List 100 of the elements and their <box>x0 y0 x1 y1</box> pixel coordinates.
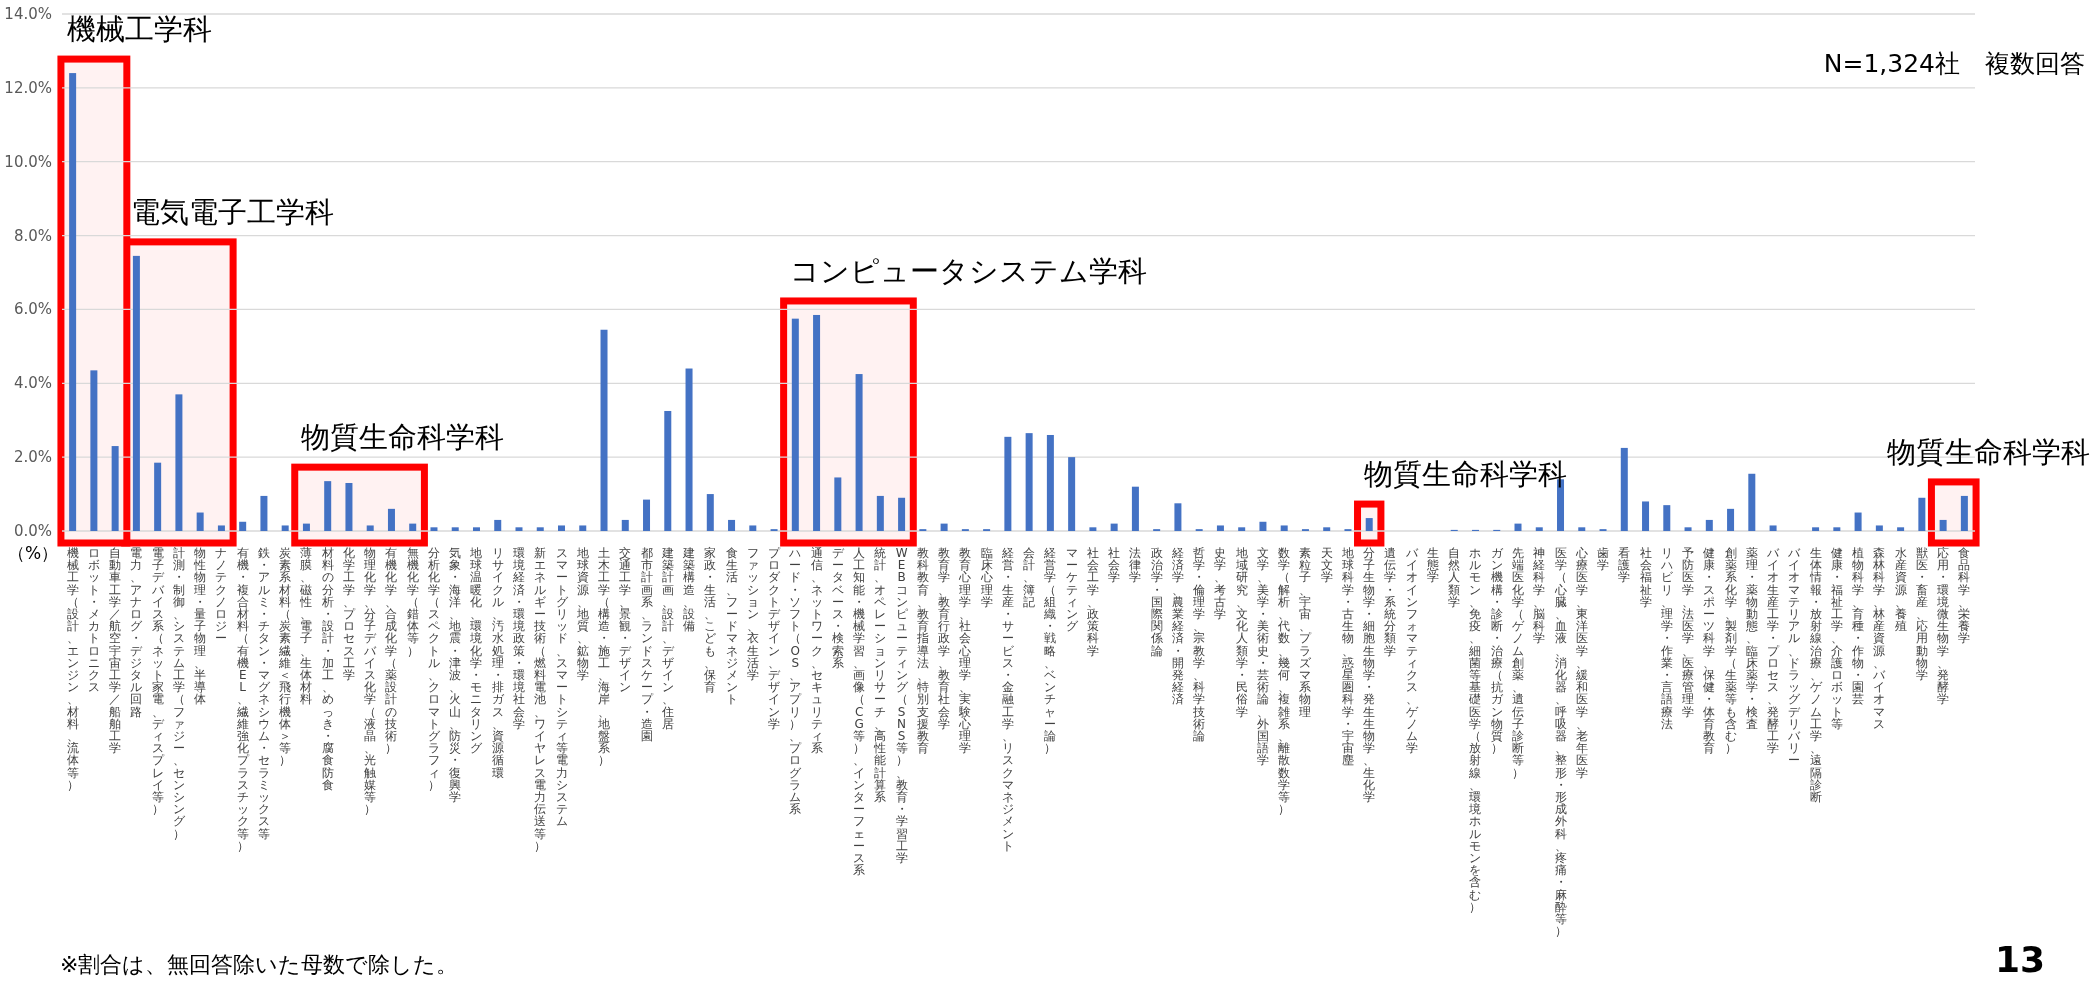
bar <box>451 527 459 531</box>
category-label: 家政・生活、こども、保育 <box>704 546 717 695</box>
bar <box>1025 433 1033 531</box>
category-label: 環境経済・環境政策・環境社会学 <box>512 546 525 731</box>
category-label: 教育心理学、社会心理学、実験心理学 <box>959 546 972 756</box>
category-label: 食生活、フードマネジメント <box>725 546 738 707</box>
category-label: 地球資源、地質、鉱物学 <box>576 546 589 682</box>
y-tick-label: 8.0% <box>13 226 52 245</box>
category-label: 社会工学、政策科学 <box>1086 546 1099 658</box>
band-label: 機械工学科 <box>66 12 212 47</box>
category-label: 無機化学（錯体等） <box>406 546 419 658</box>
x-tick-label: 史学、考古学 <box>1214 546 1227 621</box>
bar <box>1727 508 1735 531</box>
bar <box>1812 527 1820 531</box>
bar <box>813 314 821 531</box>
bar <box>1216 525 1224 531</box>
bar <box>1238 527 1246 531</box>
bar <box>1748 473 1756 531</box>
x-tick-label: 建築構造、設備 <box>682 546 696 634</box>
bar <box>387 508 395 531</box>
bar <box>1046 434 1054 531</box>
x-tick-label: 生態学 <box>1425 546 1439 585</box>
category-label: WEBコンピューティング（SNS等）、教育・学習工学 <box>895 546 908 865</box>
category-label: 電力、アナログ・デジタル回路 <box>130 546 143 719</box>
bar <box>345 482 353 531</box>
category-label: 通信、ネットワーク、セキュリティ系 <box>810 546 823 756</box>
bar <box>1068 457 1076 531</box>
category-label: 分析化学（スペクトル、クロマトグラフィ） <box>427 546 440 792</box>
category-label: ガン機構・診断・治療（抗ガン物質） <box>1490 546 1503 756</box>
band-label: 電気電子工学科 <box>130 194 334 229</box>
bar <box>728 519 736 531</box>
bar <box>1131 486 1139 531</box>
bar <box>472 527 480 531</box>
category-label: 健康・福祉工学、介護ロボット等 <box>1830 546 1843 731</box>
bar <box>1663 505 1671 531</box>
category-label: 薄膜、磁性、電子、生体材料 <box>300 546 313 707</box>
x-tick-label: 天文学 <box>1320 546 1333 585</box>
bar <box>239 521 247 531</box>
category-label: 数学（解析、代数、幾何、複雑系、離散数学等） <box>1278 546 1291 817</box>
y-axis-title: （%） <box>8 543 59 563</box>
category-label: 教科教育、教育指導法、特別支援教育 <box>916 546 929 756</box>
bar <box>1642 501 1650 531</box>
category-label: 経営学（組織・戦略、ベンチャー論） <box>1044 546 1057 756</box>
category-label: データベース・検索系 <box>831 546 844 670</box>
category-label: ファッション、衣生活学 <box>746 546 759 682</box>
bar <box>706 494 714 531</box>
bar <box>302 523 310 531</box>
bar <box>664 410 672 531</box>
bar <box>1280 525 1288 531</box>
bar <box>132 255 140 531</box>
x-tick-label: 看護学 <box>1618 546 1631 585</box>
category-label: バイオ生産工学・プロセス、発酵工学 <box>1767 546 1780 756</box>
x-tick-label: 社会学 <box>1108 546 1121 585</box>
bar <box>685 368 693 531</box>
bar <box>1323 527 1331 531</box>
bar <box>430 527 438 531</box>
bar <box>1960 495 1968 531</box>
bar <box>749 525 757 531</box>
category-label: 自動車工学／航空宇宙工学／船舶工学 <box>109 546 122 756</box>
category-label: 分子生物学・細胞生物学・発生生物学、生化学 <box>1363 546 1376 804</box>
y-tick-label: 0.0% <box>13 522 52 540</box>
y-tick-label: 10.0% <box>4 152 52 171</box>
category-label: 交通工学、景観・デザイン <box>619 546 632 695</box>
bar <box>579 525 587 531</box>
bar <box>1174 503 1182 531</box>
bar <box>217 525 225 531</box>
annotation: N=1,324社 複数回答 <box>1823 49 2085 78</box>
bar <box>536 527 544 531</box>
category-label: リサイクル、汚水処理・排ガス、資源循環 <box>491 546 504 780</box>
x-tick-label: 自然人類学 <box>1448 546 1461 609</box>
band-label: 物質生命科学科 <box>1363 457 1567 492</box>
category-label: 哲学・倫理学、宗教学、科学技術論 <box>1193 546 1206 743</box>
bar <box>1875 525 1883 531</box>
x-tick-label: 法律学 <box>1129 546 1142 585</box>
bar <box>281 525 289 531</box>
category-label: 気象・海洋、地震・津波、火山、防災・復興学 <box>449 546 462 804</box>
x-tick-label: ナノテクノロジー <box>215 546 228 646</box>
bar <box>366 525 374 531</box>
category-label: バイオマテリアル、ドラッグデリバリー <box>1788 546 1801 768</box>
bar <box>90 370 98 531</box>
y-tick-label: 14.0% <box>4 5 52 23</box>
bar <box>1365 518 1373 531</box>
bar <box>1705 519 1713 531</box>
category-label: 薬理・薬物動態、臨床薬学・検査 <box>1745 546 1758 731</box>
category-label: 教育学、教育行政学、教育社会学 <box>938 546 951 731</box>
category-label: 遺伝学・系統分類学 <box>1384 546 1397 658</box>
y-tick-label: 12.0% <box>4 78 52 97</box>
x-tick-label: マーケティング <box>1065 546 1079 634</box>
bar <box>1939 519 1947 531</box>
bar <box>1535 527 1543 531</box>
bar <box>1620 447 1628 531</box>
bar <box>154 462 162 531</box>
category-label: 生体情報・放射線治療、ゲノム工学、遠隔診断 <box>1809 546 1822 804</box>
x-tick-label: 臨床心理学 <box>979 546 993 609</box>
category-label: スマートグリッド、スマートシティ等電力システム <box>555 546 568 829</box>
bar <box>1004 436 1012 531</box>
bar <box>558 525 566 531</box>
category-label: 経営・生産・サービス・金融工学、リスクマネジメント <box>1001 546 1014 853</box>
band-label: 物質生命科学科 <box>300 420 504 455</box>
bar <box>409 523 417 531</box>
